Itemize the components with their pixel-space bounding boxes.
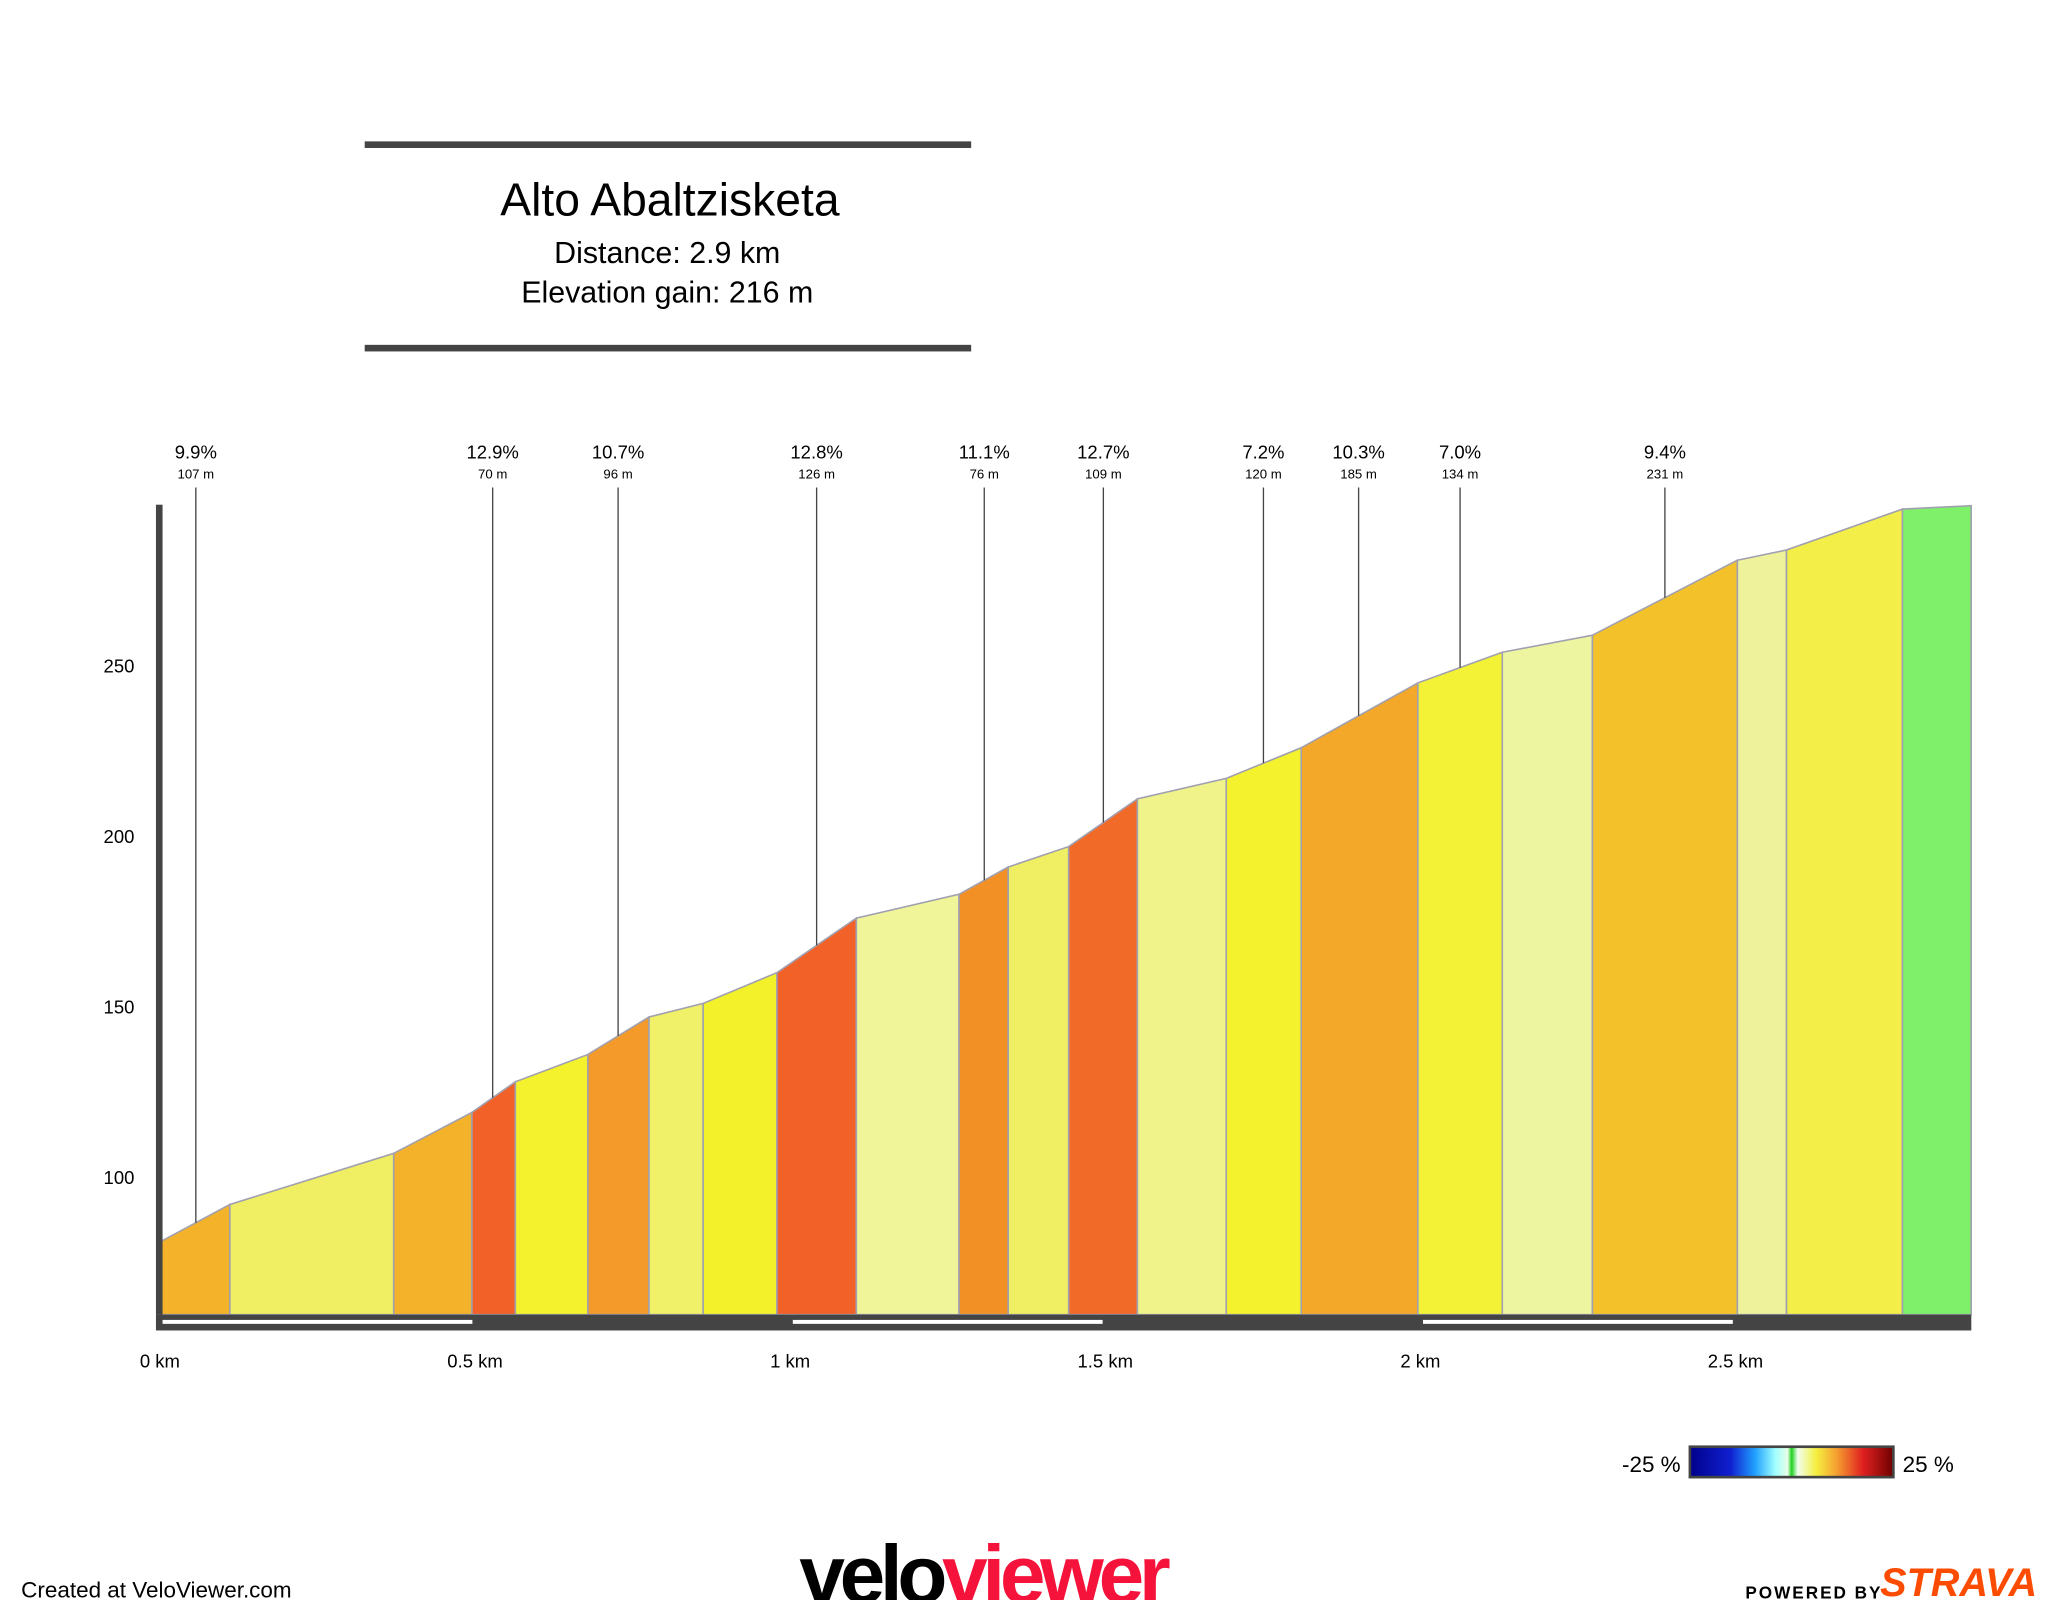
profile-segment: [159, 1203, 231, 1316]
x-tick-label: 2.5 km: [1708, 1350, 1763, 1371]
profile-segment: [776, 916, 858, 1316]
annotation-length: 134 m: [1442, 466, 1479, 481]
annotation-length: 120 m: [1245, 466, 1282, 481]
footer: Created at VeloViewer.com veloviewer POW…: [21, 1530, 2037, 1600]
x-tick-label: 1.5 km: [1078, 1350, 1133, 1371]
annotation-gradient: 7.0%: [1439, 441, 1481, 462]
annotation-gradient: 7.2%: [1242, 441, 1284, 462]
profile-segment: [855, 893, 960, 1316]
profile-segment: [514, 1053, 589, 1316]
annotation-length: 126 m: [798, 466, 835, 481]
profile-segment: [648, 1002, 704, 1316]
title-bottom-rule: [364, 344, 972, 352]
profile-segment: [1067, 797, 1139, 1316]
legend-gradient-bar: [1688, 1445, 1895, 1479]
annotation-gradient: 10.3%: [1332, 441, 1384, 462]
y-tick-label: 150: [104, 996, 135, 1017]
profile-segment: [471, 1080, 517, 1316]
profile-segment: [958, 865, 1009, 1316]
powered-by-label: POWERED BY: [1745, 1583, 1882, 1600]
profile-segment: [1136, 777, 1228, 1316]
distance-label: Distance: 2.9 km: [554, 236, 780, 270]
annotation-gradient: 9.9%: [175, 441, 217, 462]
gradient-legend: -25 % 25 %: [1622, 1445, 1954, 1479]
y-axis: 100 150 200 250: [104, 504, 163, 1315]
y-axis-line: [155, 504, 163, 1315]
x-tick-label: 0.5 km: [447, 1350, 502, 1371]
profile-segment: [587, 1015, 650, 1316]
legend-min-label: -25 %: [1622, 1452, 1681, 1477]
y-tick-label: 200: [104, 826, 135, 847]
annotation-gradient: 12.9%: [466, 441, 518, 462]
strava-logo: STRAVA: [1880, 1561, 2037, 1600]
annotation-length: 70 m: [478, 466, 507, 481]
created-at-link[interactable]: Created at VeloViewer.com: [21, 1577, 291, 1600]
profile-segment: [702, 971, 778, 1316]
annotation-length: 76 m: [970, 466, 999, 481]
elevation-gain-label: Elevation gain: 216 m: [521, 276, 813, 310]
y-tick-label: 250: [104, 656, 135, 677]
x-axis-scale-stripe: [792, 1319, 1103, 1324]
annotation-length: 109 m: [1085, 466, 1122, 481]
annotation-length: 231 m: [1647, 466, 1684, 481]
profile-segment: [1417, 651, 1504, 1316]
x-tick-label: 2 km: [1400, 1350, 1440, 1371]
x-axis-scale-stripe: [1423, 1319, 1733, 1324]
profile-segment: [1007, 845, 1070, 1316]
profile-segment: [392, 1111, 473, 1316]
profile-segment: [1225, 746, 1303, 1316]
profile-segment: [1591, 558, 1739, 1316]
legend-max-label: 25 %: [1903, 1452, 1954, 1477]
profile-segments: [159, 504, 1972, 1316]
title-top-rule: [364, 141, 972, 148]
x-tick-label: 0 km: [140, 1350, 180, 1371]
profile-segment: [1736, 549, 1788, 1316]
profile-segment: [1300, 681, 1419, 1316]
annotation-gradient: 12.7%: [1077, 441, 1129, 462]
y-tick-label: 100: [104, 1167, 135, 1188]
gradient-annotations: 9.9% 107 m 12.9% 70 m 10.7% 96 m 12.8% 126 m 11.…: [175, 441, 1686, 1223]
profile-segment: [1901, 504, 1972, 1316]
annotation-length: 185 m: [1340, 466, 1377, 481]
annotation-length: 107 m: [177, 466, 214, 481]
annotation-gradient: 12.8%: [790, 441, 842, 462]
profile-segment: [1501, 634, 1594, 1316]
title-block: Alto Abaltzisketa Distance: 2.9 km Eleva…: [364, 141, 972, 352]
annotation-gradient: 10.7%: [592, 441, 644, 462]
x-axis-scale-stripe: [162, 1319, 473, 1324]
annotation-gradient: 9.4%: [1644, 441, 1686, 462]
profile-segment: [1785, 507, 1904, 1316]
chart-title: Alto Abaltzisketa: [500, 173, 840, 225]
veloviewer-logo: veloviewer: [799, 1530, 1169, 1600]
annotation-gradient: 11.1%: [959, 441, 1010, 462]
annotation-length: 96 m: [603, 466, 632, 481]
profile-segment: [229, 1152, 395, 1316]
x-tick-label: 1 km: [770, 1350, 810, 1371]
x-axis: 0 km 0.5 km 1 km 1.5 km 2 km 2.5 km: [140, 1314, 1972, 1371]
